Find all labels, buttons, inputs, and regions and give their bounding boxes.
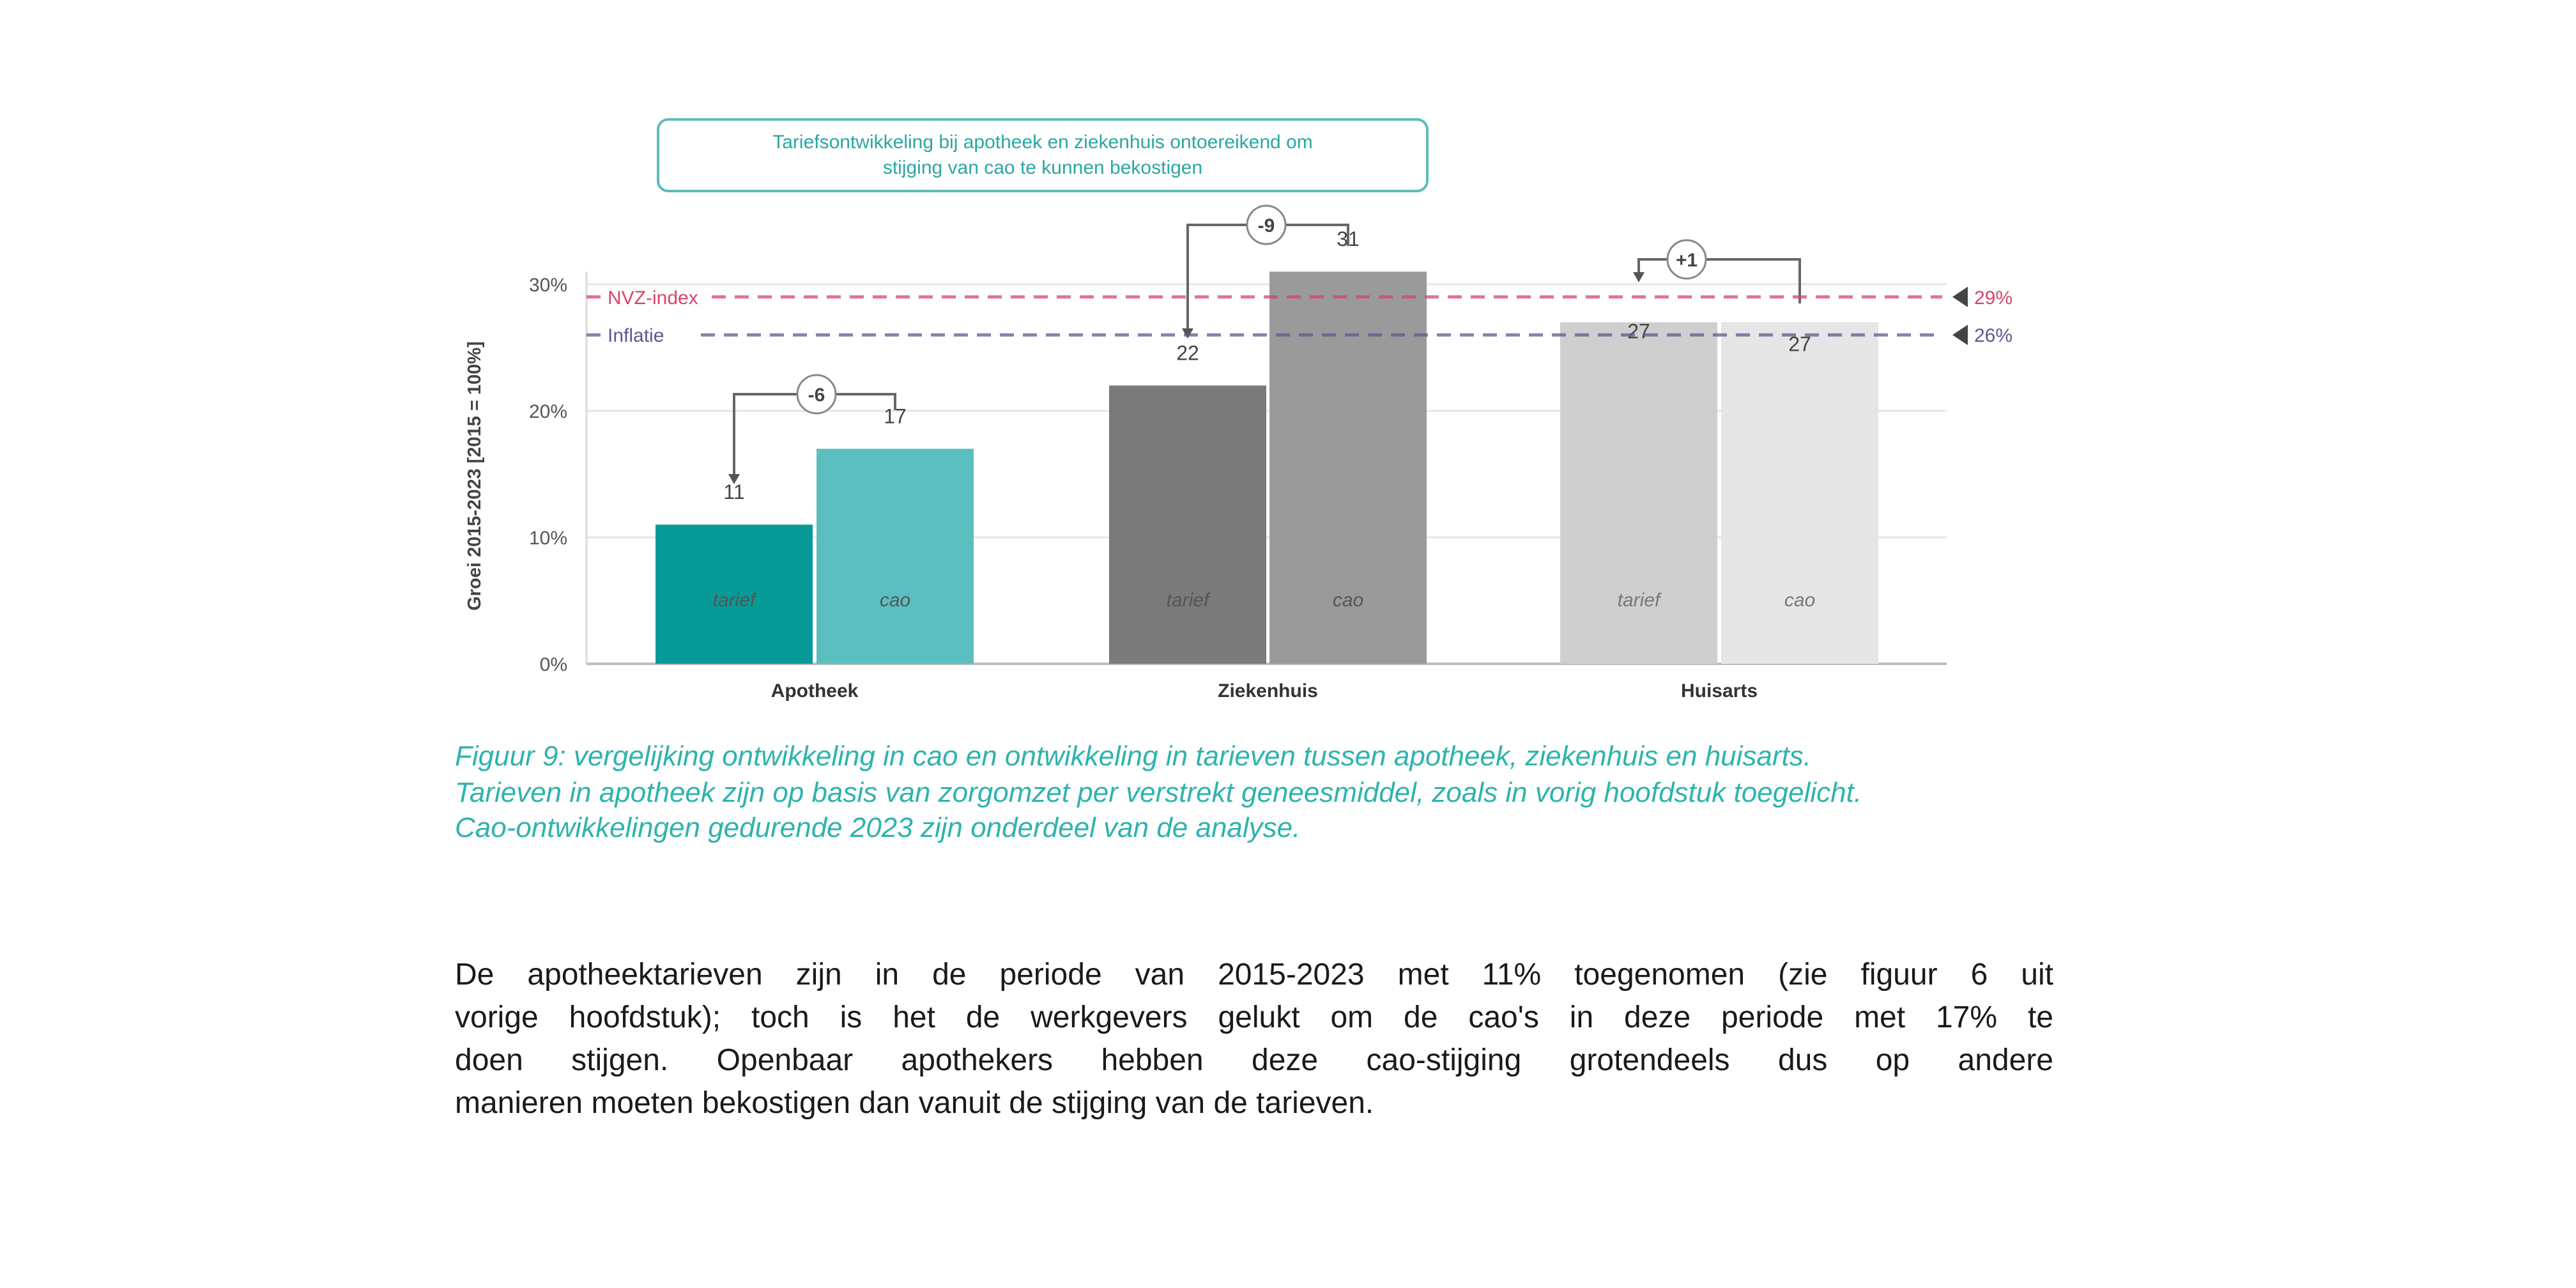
figure-caption-line: Tarieven in apotheek zijn op basis van z…: [455, 777, 1862, 808]
bar-inner-label: tarief: [713, 590, 757, 611]
difference-label: -9: [1258, 215, 1275, 236]
triangle-left-icon: [1952, 325, 1968, 346]
y-tick-label: 20%: [529, 401, 567, 422]
difference-label: +1: [1676, 250, 1698, 271]
category-label: Huisarts: [1681, 680, 1758, 702]
reference-line-label: NVZ-index: [608, 288, 698, 309]
annotation-line: stijging van cao te kunnen bekostigen: [882, 157, 1203, 178]
bar-inner-label: tarief: [1167, 590, 1211, 611]
bar-tarief: [1560, 322, 1717, 664]
reference-value-label: 26%: [1974, 325, 2012, 346]
paragraph-line: manieren moeten bekostigen dan vanuit de…: [455, 1086, 1374, 1120]
bar-tarief: [1109, 385, 1266, 664]
triangle-left-icon: [1952, 286, 1968, 307]
difference-badge: [1246, 204, 1287, 245]
bar-inner-label: cao: [1784, 590, 1815, 611]
reference-value-label: 29%: [1974, 288, 2012, 309]
arrow-down-icon: [1633, 272, 1644, 282]
difference-badge: [1666, 239, 1707, 280]
reference-line-label: Inflatie: [608, 325, 664, 346]
y-tick-label: 10%: [529, 528, 567, 549]
paragraph-line: vorige hoofdstuk); toch is het de werkge…: [455, 1000, 2053, 1034]
bar-tarief: [656, 525, 813, 664]
annotation-line: Tariefsontwikkeling bij apotheek en ziek…: [772, 132, 1313, 153]
bar-cao: [1269, 272, 1427, 664]
figure-caption-line: Cao-ontwikkelingen gedurende 2023 zijn o…: [455, 812, 1301, 843]
y-tick-label: 0%: [540, 654, 567, 675]
y-axis-title: Groei 2015-2023 [2015 = 100%]: [464, 341, 485, 611]
bar-cao: [1721, 322, 1878, 664]
category-label: Apotheek: [771, 680, 859, 702]
paragraph-line: De apotheektarieven zijn in de periode v…: [455, 958, 2053, 992]
y-tick-label: 30%: [529, 275, 567, 296]
value-label: 22: [1176, 341, 1199, 364]
figure-caption-line: Figuur 9: vergelijking ontwikkeling in c…: [455, 740, 1811, 772]
annotation-box: Tariefsontwikkeling bij apotheek en ziek…: [657, 118, 1429, 192]
paragraph-line: doen stijgen. Openbaar apothekers hebben…: [455, 1043, 2053, 1077]
bar-inner-label: cao: [1333, 590, 1363, 611]
difference-label: -6: [808, 385, 825, 406]
category-label: Ziekenhuis: [1218, 680, 1318, 702]
difference-bracket: [1637, 258, 1801, 303]
bar-inner-label: cao: [880, 590, 910, 611]
bar-inner-label: tarief: [1618, 590, 1662, 611]
arrow-down-icon: [728, 474, 740, 484]
bar-cao: [816, 448, 974, 664]
value-label: 11: [723, 480, 744, 503]
value-label: 27: [1627, 319, 1650, 342]
difference-badge: [796, 374, 837, 415]
